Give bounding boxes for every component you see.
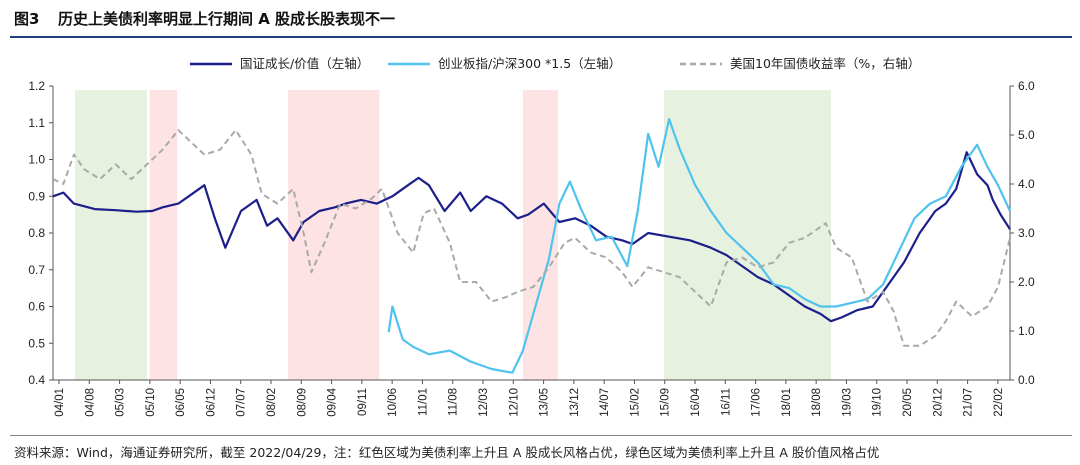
x-tick-label: 12/10 [508, 388, 520, 417]
series-lines [52, 118, 1011, 374]
right-tick-label: 6.0 [1018, 79, 1035, 93]
x-tick-label: 20/12 [932, 388, 944, 417]
x-tick-label: 15/02 [629, 388, 641, 417]
figure-header: 图3 历史上美债利率明显上行期间 A 股成长股表现不一 [0, 0, 1080, 38]
right-tick-label: 3.0 [1018, 226, 1035, 240]
footer-divider [10, 435, 1072, 436]
right-tick-label: 4.0 [1018, 177, 1035, 191]
shaded-region-green [663, 90, 831, 380]
x-tick-label: 05/10 [145, 388, 157, 417]
series-line-3 [52, 129, 1011, 347]
x-tick-label: 18/01 [781, 388, 793, 417]
series-line-2 [387, 118, 1011, 374]
right-tick-label: 0.0 [1018, 373, 1035, 387]
x-tick-label: 07/07 [236, 388, 248, 417]
x-tick-label: 13/12 [569, 388, 581, 417]
shaded-region-green [74, 90, 147, 380]
left-tick-label: 1.2 [28, 79, 45, 93]
x-tick-label: 11/08 [448, 388, 460, 416]
left-tick-label: 0.5 [28, 336, 45, 350]
left-tick-label: 0.6 [28, 300, 45, 314]
x-tick-label: 20/05 [902, 388, 914, 417]
x-tick-label: 13/05 [539, 388, 551, 417]
x-tick-label: 19/10 [872, 388, 884, 417]
legend-label: 美国10年国债收益率（%，右轴） [730, 56, 920, 71]
x-tick-label: 08/02 [266, 388, 278, 417]
x-tick-label: 15/09 [660, 388, 672, 417]
right-tick-label: 1.0 [1018, 324, 1035, 338]
x-tick-label: 09/04 [327, 387, 339, 416]
right-tick-label: 5.0 [1018, 128, 1035, 142]
x-tick-label: 14/07 [599, 388, 611, 417]
chart: 0.4 0.5 0.6 0.7 0.8 0.9 1.0 1.1 1.2 0.0 1.0 2.0 3.0 4… [28, 56, 1035, 417]
x-tick-label: 19/03 [841, 388, 853, 417]
legend: 国证成长/价值（左轴） 创业板指/沪深300 *1.5（左轴） 美国10年国债收益率… [190, 56, 920, 71]
x-tick-label: 05/03 [115, 388, 127, 417]
x-tick-label: 18/08 [811, 388, 823, 417]
left-tick-label: 1.0 [28, 153, 45, 167]
x-tick-label: 21/07 [963, 388, 975, 417]
figure-title: 历史上美债利率明显上行期间 A 股成长股表现不一 [58, 10, 396, 28]
legend-label: 创业板指/沪深300 *1.5（左轴） [438, 56, 621, 71]
shaded-region-red [287, 90, 380, 380]
left-tick-label: 0.9 [28, 189, 45, 203]
x-tick-label: 06/05 [175, 388, 187, 417]
x-tick-label: 08/09 [296, 388, 308, 417]
shaded-regions [74, 90, 831, 380]
x-tick-label: 16/04 [690, 387, 702, 416]
x-tick-label: 04/01 [54, 388, 66, 417]
left-tick-label: 0.4 [28, 373, 45, 387]
x-tick-label: 10/06 [387, 388, 399, 417]
right-tick-label: 2.0 [1018, 275, 1035, 289]
x-tick-label: 04/08 [84, 388, 96, 417]
shaded-region-red [149, 90, 178, 380]
source-note: 资料来源：Wind，海通证券研究所，截至 2022/04/29，注：红色区域为美… [14, 445, 880, 460]
left-tick-label: 0.7 [28, 263, 45, 277]
legend-label: 国证成长/价值（左轴） [240, 56, 369, 71]
x-tick-label: 11/01 [417, 388, 429, 416]
axes: 0.4 0.5 0.6 0.7 0.8 0.9 1.0 1.1 1.2 0.0 1.0 2.0 3.0 4… [28, 79, 1035, 417]
left-tick-label: 0.8 [28, 226, 45, 240]
figure-label: 图3 [14, 10, 40, 28]
x-tick-label: 06/12 [205, 388, 217, 417]
x-tick-label: 12/03 [478, 388, 490, 417]
title-divider [10, 36, 1072, 38]
x-tick-label: 16/11 [720, 388, 732, 416]
x-tick-label: 09/11 [357, 388, 369, 416]
x-tick-label: 17/06 [751, 388, 763, 417]
left-tick-label: 1.1 [28, 116, 45, 130]
x-tick-label: 22/02 [993, 388, 1005, 417]
